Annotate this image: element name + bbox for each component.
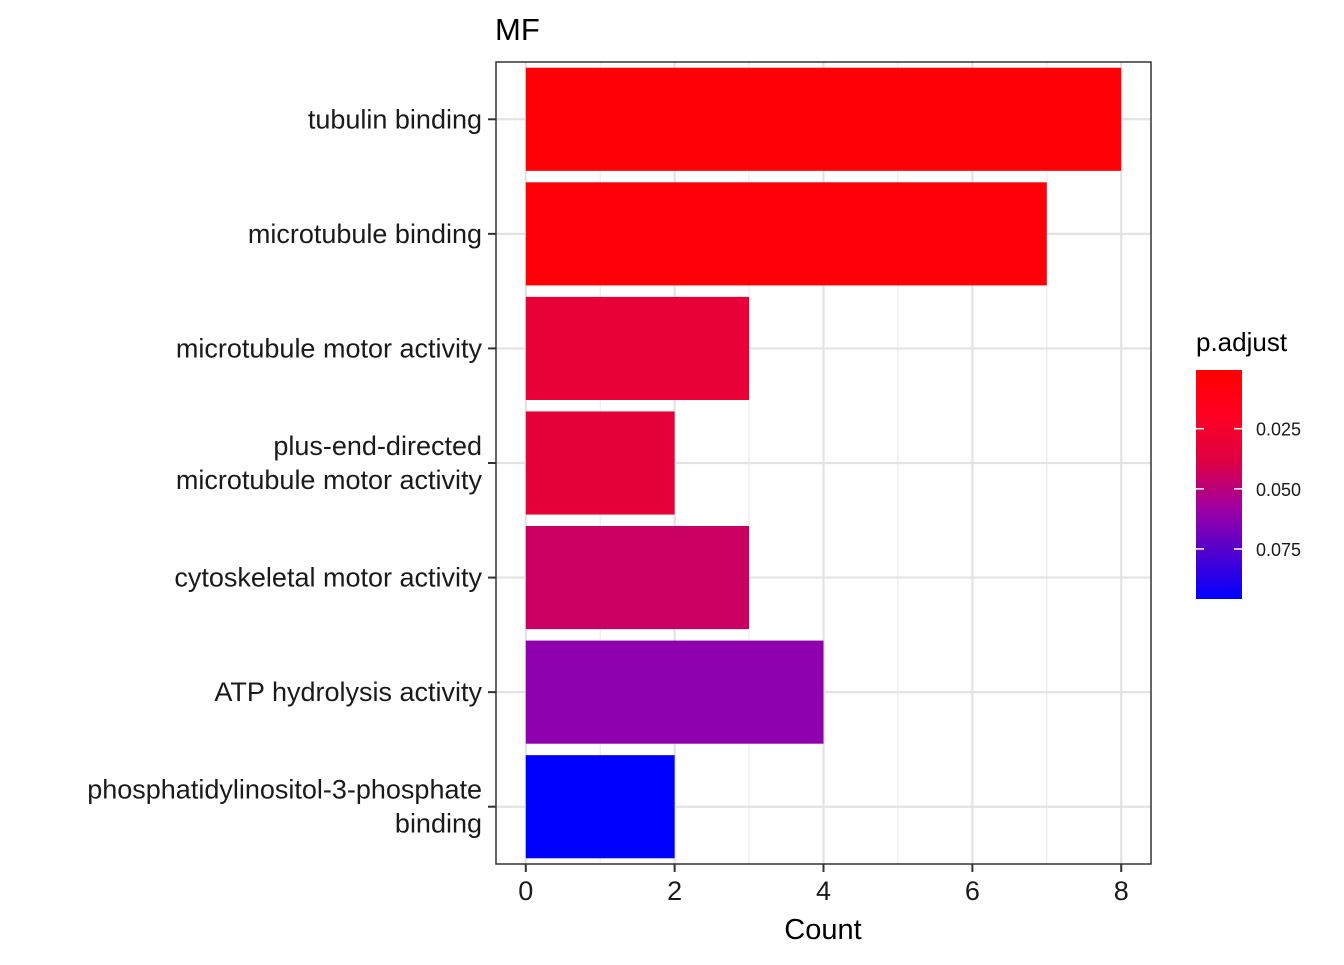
x-tick-label: 0 (518, 876, 533, 906)
x-tick-label: 4 (816, 876, 831, 906)
bar (525, 67, 1122, 171)
x-axis: 0 2 4 6 8 (518, 864, 1129, 906)
y-axis: tubulin binding microtubule binding microt… (87, 104, 496, 839)
y-tick-label: plus-end-directed (273, 431, 482, 461)
x-tick-label: 2 (667, 876, 682, 906)
y-tick-label: microtubule motor activity (176, 333, 483, 363)
y-tick-label: microtubule binding (248, 219, 482, 249)
bar (525, 411, 675, 515)
y-tick-label: tubulin binding (308, 104, 482, 134)
bar (525, 296, 750, 400)
legend-colorbar (1196, 370, 1242, 599)
y-tick-label: microtubule motor activity (176, 465, 483, 495)
x-axis-title: Count (784, 914, 861, 946)
y-tick-label: cytoskeletal motor activity (174, 563, 482, 593)
legend-tick-label: 0.075 (1256, 540, 1301, 560)
y-tick-label: phosphatidylinositol-3-phosphate (87, 775, 482, 805)
y-tick-label: binding (395, 809, 482, 839)
bar (525, 640, 824, 744)
chart-title: MF (495, 12, 540, 47)
x-tick-label: 8 (1114, 876, 1129, 906)
bars (525, 67, 1122, 859)
bar (525, 526, 750, 630)
legend-title: p.adjust (1196, 327, 1288, 357)
x-tick-label: 6 (965, 876, 980, 906)
legend-tick-label: 0.050 (1256, 480, 1301, 500)
bar (525, 182, 1047, 286)
legend-ticks: 0.025 0.050 0.075 (1196, 420, 1301, 560)
bar (525, 755, 675, 859)
legend-tick-label: 0.025 (1256, 420, 1301, 440)
legend: p.adjust 0.025 0.050 0.075 (1196, 327, 1301, 599)
y-tick-label: ATP hydrolysis activity (214, 677, 482, 707)
